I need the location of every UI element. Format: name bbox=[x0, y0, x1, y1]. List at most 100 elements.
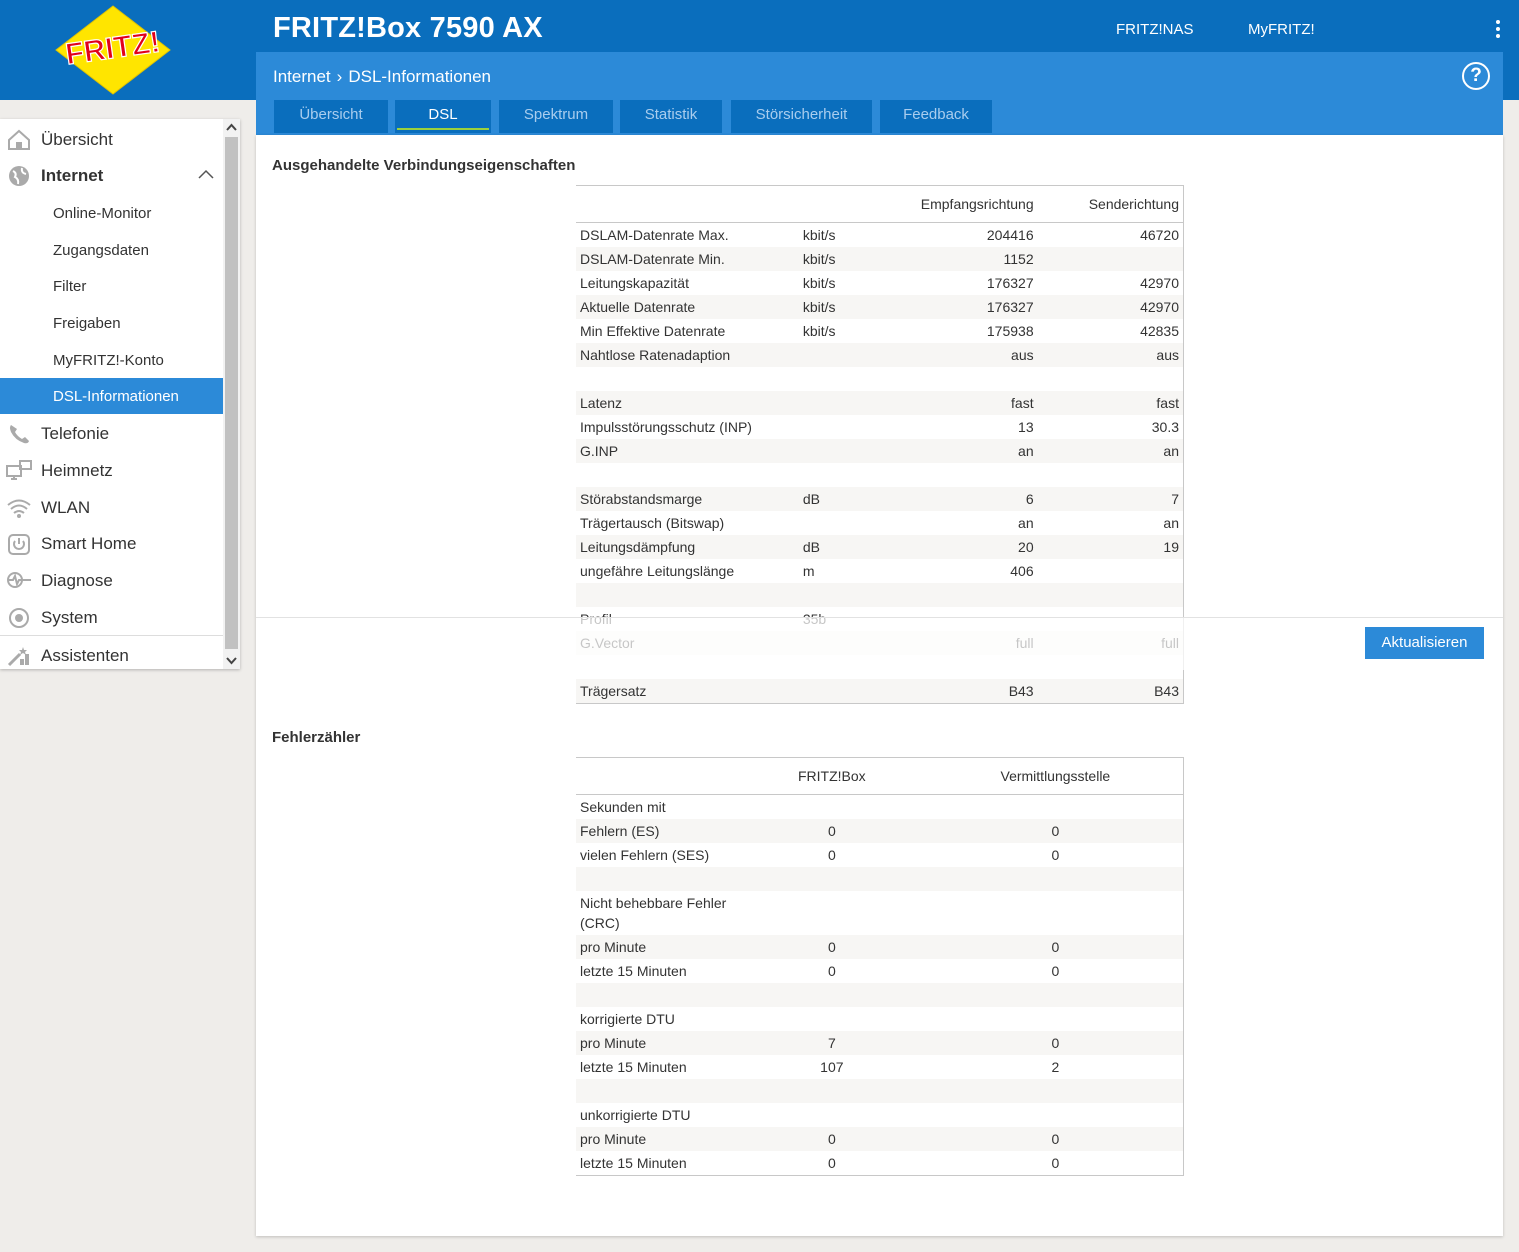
sidebar-subitem-filter[interactable]: Filter bbox=[0, 268, 223, 304]
table-cell: Trägersatz bbox=[580, 683, 647, 699]
sidebar-item-wlan[interactable]: WLAN bbox=[0, 489, 223, 525]
table-row: Störabstandsmarge dB 6 7 bbox=[576, 487, 1184, 511]
fritznas-link[interactable]: FRITZ!NAS bbox=[1116, 21, 1194, 38]
table-cell bbox=[576, 1079, 736, 1103]
sidebar-item-diagnose[interactable]: Diagnose bbox=[0, 562, 223, 598]
table-cell: 6 bbox=[1025, 491, 1034, 507]
table-cell: dB bbox=[802, 491, 820, 507]
table-cell: an bbox=[1163, 443, 1179, 459]
sidebar-subitem-dsl-informationen[interactable]: DSL-Informationen bbox=[0, 378, 223, 414]
error-counter-table: FRITZ!Box Vermittlungsstelle Sekunden mi… bbox=[576, 757, 1184, 1176]
table-cell: 0 bbox=[827, 1155, 836, 1171]
table-row: DSLAM-Datenrate Max. kbit/s 204416 46720 bbox=[576, 223, 1184, 248]
table-row: Aktuelle Datenrate kbit/s 176327 42970 bbox=[576, 295, 1184, 319]
chevron-up-icon[interactable] bbox=[198, 169, 214, 179]
sidebar-subitem-freigaben[interactable]: Freigaben bbox=[0, 305, 223, 341]
sidebar-item-system[interactable]: System bbox=[0, 599, 223, 635]
tab-stoersicherheit[interactable]: Störsicherheit bbox=[731, 100, 872, 133]
fritz-logo[interactable]: FRITZ! bbox=[52, 4, 174, 96]
section-title-verbindung: Ausgehandelte Verbindungseigenschaften bbox=[272, 157, 576, 174]
sidebar-item-telefonie[interactable]: Telefonie bbox=[0, 415, 223, 451]
table-cell bbox=[576, 867, 736, 891]
table-cell: 176327 bbox=[986, 299, 1034, 315]
table-row: korrigierte DTU bbox=[576, 1007, 1184, 1031]
table-cell: kbit/s bbox=[802, 227, 836, 243]
tab-uebersicht[interactable]: Übersicht bbox=[274, 100, 388, 133]
table-row: G.INP an an bbox=[576, 439, 1184, 463]
table-cell bbox=[1038, 463, 1184, 487]
table-cell: 42835 bbox=[1140, 323, 1179, 339]
sidebar-item-smart-home[interactable]: Smart Home bbox=[0, 525, 223, 561]
tab-spektrum[interactable]: Spektrum bbox=[499, 100, 613, 133]
power-icon bbox=[8, 534, 30, 555]
table-cell: 204416 bbox=[986, 227, 1034, 243]
table-cell bbox=[928, 867, 1184, 891]
table-cell bbox=[576, 983, 736, 1007]
sidebar-subitem-online-monitor[interactable]: Online-Monitor bbox=[0, 195, 223, 231]
table-cell: 0 bbox=[1051, 939, 1060, 955]
table-cell: Nahtlose Ratenadaption bbox=[580, 347, 731, 363]
sidebar-sublabel: DSL-Informationen bbox=[53, 388, 179, 405]
table-cell: 42970 bbox=[1140, 275, 1179, 291]
tab-statistik[interactable]: Statistik bbox=[620, 100, 722, 133]
main-content: Ausgehandelte Verbindungseigenschaften E… bbox=[256, 135, 1503, 1236]
table-cell: 406 bbox=[1010, 563, 1034, 579]
breadcrumb-parent[interactable]: Internet bbox=[273, 67, 331, 86]
table-cell bbox=[799, 415, 916, 439]
table-cell: Min Effektive Datenrate bbox=[580, 323, 726, 339]
table-cell bbox=[799, 583, 916, 607]
sidebar-scroll-thumb[interactable] bbox=[225, 137, 238, 649]
table-cell bbox=[736, 1103, 928, 1127]
sidebar-item-uebersicht[interactable]: Übersicht bbox=[0, 121, 223, 157]
table-cell bbox=[1038, 247, 1184, 271]
scroll-up-icon[interactable] bbox=[223, 119, 240, 137]
sidebar-subitem-myfritz-konto[interactable]: MyFRITZ!-Konto bbox=[0, 342, 223, 378]
table-cell: 13 bbox=[1018, 419, 1034, 435]
table-cell: 0 bbox=[827, 823, 836, 839]
table-cell: 0 bbox=[827, 847, 836, 863]
table-cell bbox=[916, 367, 1038, 391]
help-icon[interactable]: ? bbox=[1462, 62, 1490, 90]
network-icon bbox=[6, 460, 32, 480]
table-cell: 19 bbox=[1163, 539, 1179, 555]
tab-feedback[interactable]: Feedback bbox=[880, 100, 992, 133]
table-cell bbox=[928, 983, 1184, 1007]
refresh-button[interactable]: Aktualisieren bbox=[1365, 627, 1484, 659]
table-cell: dB bbox=[802, 539, 820, 555]
table-cell: 46720 bbox=[1140, 227, 1179, 243]
table-cell bbox=[576, 583, 799, 607]
table-cell: Trägertausch (Bitswap) bbox=[580, 515, 725, 531]
sidebar-subitem-zugangsdaten[interactable]: Zugangsdaten bbox=[0, 232, 223, 268]
table-cell: 175938 bbox=[986, 323, 1034, 339]
table-cell bbox=[799, 511, 916, 535]
table-row: DSLAM-Datenrate Min. kbit/s 1152 bbox=[576, 247, 1184, 271]
table-cell bbox=[736, 795, 928, 820]
scroll-down-icon[interactable] bbox=[223, 651, 240, 669]
device-title: FRITZ!Box 7590 AX bbox=[273, 12, 543, 44]
sidebar-item-internet[interactable]: Internet bbox=[0, 157, 223, 193]
table-cell bbox=[928, 1007, 1184, 1031]
sidebar-item-heimnetz[interactable]: Heimnetz bbox=[0, 452, 223, 488]
section-title-fehlerzaehler: Fehlerzähler bbox=[272, 729, 361, 746]
table-cell: kbit/s bbox=[802, 323, 836, 339]
table-cell bbox=[736, 867, 928, 891]
table-cell bbox=[799, 439, 916, 463]
table-cell: 0 bbox=[827, 963, 836, 979]
more-menu-icon[interactable] bbox=[1492, 20, 1504, 42]
sidebar-item-assistenten[interactable]: Assistenten bbox=[0, 637, 223, 669]
table-header-row: Empfangsrichtung Senderichtung bbox=[576, 185, 1184, 223]
table-cell bbox=[928, 795, 1184, 820]
sidebar-label: System bbox=[41, 608, 98, 627]
table-cell: pro Minute bbox=[580, 939, 647, 955]
myfritz-link[interactable]: MyFRITZ! bbox=[1248, 21, 1315, 38]
table-cell: B43 bbox=[1008, 683, 1034, 699]
sidebar-label: Übersicht bbox=[41, 130, 113, 149]
sidebar-label: Assistenten bbox=[41, 646, 129, 665]
table-cell: letzte 15 Minuten bbox=[580, 963, 687, 979]
table-cell bbox=[799, 367, 916, 391]
table-cell: 0 bbox=[1051, 823, 1060, 839]
tab-dsl[interactable]: DSL bbox=[395, 100, 491, 133]
table-cell bbox=[736, 1079, 928, 1103]
sidebar-sublabel: Zugangsdaten bbox=[53, 242, 149, 259]
table-cell bbox=[928, 1079, 1184, 1103]
